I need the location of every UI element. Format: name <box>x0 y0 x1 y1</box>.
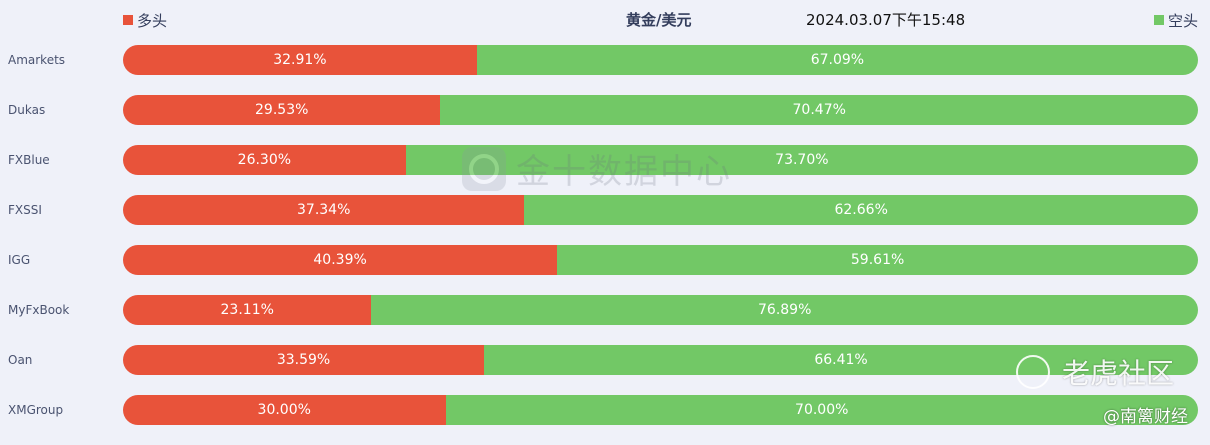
bar-segment-long[interactable]: 26.30% <box>123 145 406 175</box>
watermark-corner-author: @南篱财经 <box>1103 407 1188 427</box>
bar-segment-short[interactable]: 62.66% <box>524 195 1198 225</box>
bar-segment-long[interactable]: 23.11% <box>123 295 372 325</box>
category-label: Dukas <box>8 103 46 117</box>
watermark-center: 金十数据中心 <box>462 144 732 193</box>
chart-row: MyFxBook 23.11% 76.89% <box>0 295 1210 325</box>
category-label: Amarkets <box>8 53 66 67</box>
bar-segment-short[interactable]: 67.09% <box>476 45 1198 75</box>
bar-segment-long[interactable]: 33.59% <box>123 345 485 375</box>
chart-title: 黄金/美元 <box>626 11 692 29</box>
stacked-bar[interactable]: 40.39% 59.61% <box>123 245 1198 275</box>
chart-row: FXBlue 26.30% 73.70% <box>0 145 1210 175</box>
legend-short-swatch <box>1153 15 1164 25</box>
category-label: Oan <box>8 353 33 367</box>
bar-segment-short[interactable]: 66.41% <box>484 345 1198 375</box>
bar-segment-long[interactable]: 29.53% <box>123 95 441 125</box>
chart-row: FXSSI 37.34% 62.66% <box>0 195 1210 225</box>
bar-segment-short[interactable]: 59.61% <box>557 245 1198 275</box>
watermark-center-text: 金十数据中心 <box>516 152 732 192</box>
bar-segment-long[interactable]: 37.34% <box>123 195 525 225</box>
bar-segment-short[interactable]: 70.47% <box>440 95 1198 125</box>
chart-row: XMGroup 30.00% 70.00% <box>0 395 1210 425</box>
bar-segment-long[interactable]: 40.39% <box>123 245 558 275</box>
chart-row: Amarkets 32.91% 67.09% <box>0 45 1210 75</box>
timestamp: 2024.03.07下午15:48 <box>806 11 966 29</box>
stacked-bar[interactable]: 37.34% 62.66% <box>123 195 1198 225</box>
chart-row: Oan 33.59% 66.41% <box>0 345 1210 375</box>
bar-segment-short[interactable]: 76.89% <box>371 295 1198 325</box>
stacked-bar[interactable]: 30.00% 70.00% <box>123 395 1198 425</box>
category-label: FXBlue <box>8 153 50 167</box>
category-label: MyFxBook <box>8 303 70 317</box>
bar-segment-short[interactable]: 70.00% <box>445 395 1198 425</box>
legend-long[interactable]: 多头 <box>123 9 167 31</box>
legend-short[interactable]: 空头 <box>1153 9 1198 31</box>
category-label: XMGroup <box>8 403 64 417</box>
jin10-logo-icon <box>462 146 506 191</box>
stacked-bar[interactable]: 29.53% 70.47% <box>123 95 1198 125</box>
tiger-logo-icon <box>1016 355 1050 389</box>
category-label: IGG <box>8 253 31 267</box>
chart-header: 多头 黄金/美元 2024.03.07下午15:48 空头 <box>0 0 1210 40</box>
chart-rows: Amarkets 32.91% 67.09% Dukas 29.53% 70.47% FXB… <box>0 45 1210 445</box>
stacked-bar[interactable]: 33.59% 66.41% <box>123 345 1198 375</box>
chart-row: IGG 40.39% 59.61% <box>0 245 1210 275</box>
stacked-bar[interactable]: 23.11% 76.89% <box>123 295 1198 325</box>
watermark-corner-brand: 老虎社区 <box>1016 352 1174 392</box>
bar-segment-short[interactable]: 73.70% <box>405 145 1198 175</box>
bar-segment-long[interactable]: 30.00% <box>123 395 446 425</box>
legend-short-label: 空头 <box>1167 11 1198 30</box>
bar-segment-long[interactable]: 32.91% <box>123 45 477 75</box>
legend-long-swatch <box>123 15 133 25</box>
category-label: FXSSI <box>8 203 42 217</box>
stacked-bar[interactable]: 32.91% 67.09% <box>123 45 1198 75</box>
watermark-corner-brand-text: 老虎社区 <box>1062 357 1175 390</box>
stacked-bar[interactable]: 26.30% 73.70% <box>123 145 1198 175</box>
legend-long-label: 多头 <box>137 11 168 30</box>
chart-row: Dukas 29.53% 70.47% <box>0 95 1210 125</box>
